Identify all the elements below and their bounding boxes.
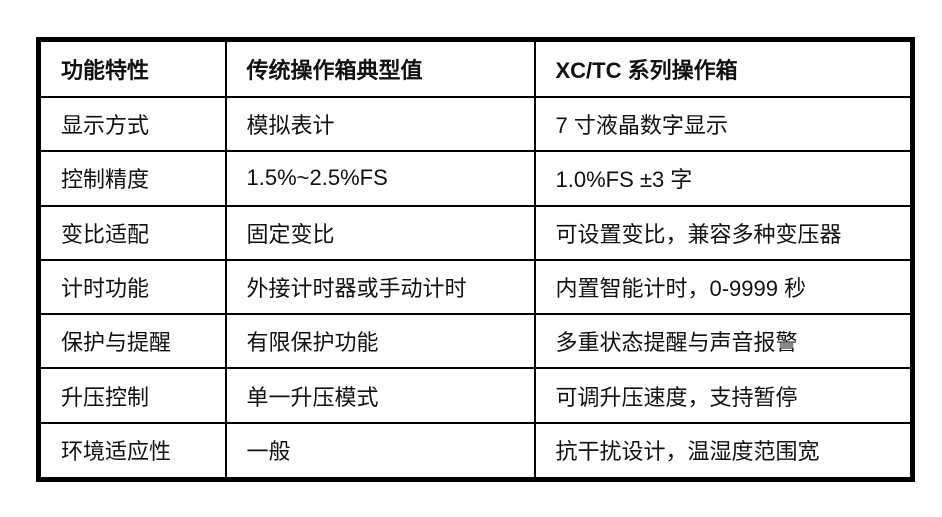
table-row: 计时功能 外接计时器或手动计时 内置智能计时，0-9999 秒 <box>37 258 914 316</box>
xc-tc-cell: 可设置变比，兼容多种变压器 <box>533 204 914 261</box>
traditional-cell: 固定变比 <box>224 204 536 261</box>
feature-cell: 升压控制 <box>37 367 227 424</box>
feature-cell: 变比适配 <box>37 204 227 261</box>
comparison-table: 功能特性 传统操作箱典型值 XC/TC 系列操作箱 显示方式 模拟表计 7 寸液晶数… <box>36 37 915 482</box>
traditional-cell: 1.5%~2.5%FS <box>224 150 536 207</box>
header-xc-tc: XC/TC 系列操作箱 <box>533 38 914 98</box>
traditional-cell: 外接计时器或手动计时 <box>224 258 536 316</box>
feature-cell: 保护与提醒 <box>37 313 227 370</box>
xc-tc-cell: 抗干扰设计，温湿度范围宽 <box>533 421 914 481</box>
feature-cell: 环境适应性 <box>37 421 227 481</box>
xc-tc-cell: 7 寸液晶数字显示 <box>533 95 914 153</box>
table-row: 显示方式 模拟表计 7 寸液晶数字显示 <box>37 95 914 153</box>
table-row: 保护与提醒 有限保护功能 多重状态提醒与声音报警 <box>37 313 914 370</box>
feature-cell: 控制精度 <box>37 150 227 207</box>
xc-tc-cell: 可调升压速度，支持暂停 <box>533 367 914 424</box>
feature-cell: 显示方式 <box>37 95 227 153</box>
header-traditional: 传统操作箱典型值 <box>224 38 536 98</box>
traditional-cell: 模拟表计 <box>224 95 536 153</box>
table-row: 变比适配 固定变比 可设置变比，兼容多种变压器 <box>37 204 914 261</box>
xc-tc-cell: 内置智能计时，0-9999 秒 <box>533 258 914 316</box>
xc-tc-cell: 多重状态提醒与声音报警 <box>533 313 914 370</box>
xc-tc-cell: 1.0%FS ±3 字 <box>533 150 914 207</box>
traditional-cell: 单一升压模式 <box>224 367 536 424</box>
header-row: 功能特性 传统操作箱典型值 XC/TC 系列操作箱 <box>37 38 914 98</box>
traditional-cell: 一般 <box>224 421 536 481</box>
table-row: 升压控制 单一升压模式 可调升压速度，支持暂停 <box>37 367 914 424</box>
header-feature: 功能特性 <box>37 38 227 98</box>
table-row: 环境适应性 一般 抗干扰设计，温湿度范围宽 <box>37 421 914 481</box>
feature-cell: 计时功能 <box>37 258 227 316</box>
table-row: 控制精度 1.5%~2.5%FS 1.0%FS ±3 字 <box>37 150 914 207</box>
traditional-cell: 有限保护功能 <box>224 313 536 370</box>
